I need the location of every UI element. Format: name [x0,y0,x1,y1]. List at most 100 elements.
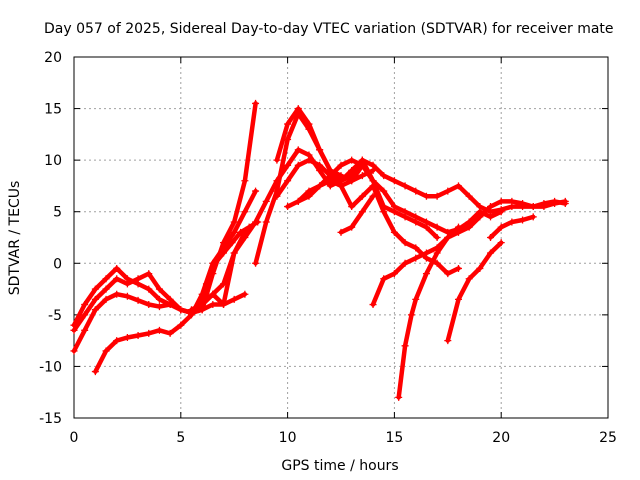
data-point [412,254,420,262]
series-4 [91,187,260,376]
data-point [497,206,505,214]
data-point [252,187,260,195]
series-trace [93,188,258,374]
data-point [487,203,495,211]
data-point [228,239,236,247]
data-point [81,301,89,309]
data-point [241,177,249,185]
chart-title: Day 057 of 2025, Sidereal Day-to-day VTE… [44,21,614,37]
data-point [337,182,345,190]
data-point [177,321,185,329]
data-marks [70,99,569,401]
data-point [326,177,334,185]
data-point [508,197,516,205]
data-point [476,264,484,272]
data-point [358,192,366,200]
data-point [422,192,430,200]
data-point [70,347,78,355]
data-point [390,177,398,185]
data-point [273,156,281,164]
data-point [497,239,505,247]
y-tick-label: 5 [53,205,62,221]
data-point [284,203,292,211]
data-point [369,182,377,190]
data-point [305,187,313,195]
data-point [220,301,228,309]
y-tick-label: -10 [39,359,62,375]
series-13 [369,197,569,309]
data-point [230,228,238,236]
data-point [390,270,398,278]
data-point [134,296,142,304]
data-point [380,187,388,195]
y-tick-label: -15 [39,411,62,427]
data-point [241,234,249,241]
series-trace [338,193,376,235]
data-point [91,285,99,293]
series-trace [71,101,258,333]
data-point [237,228,245,236]
x-tick-label: 25 [599,430,617,446]
y-tick-label: 20 [44,50,62,66]
data-point [444,187,452,195]
data-point [284,120,292,128]
data-point [166,329,174,337]
data-point [202,280,210,288]
data-point [465,275,473,283]
data-point [358,161,366,169]
data-point [230,295,238,303]
data-point [380,172,388,180]
data-point [294,146,302,154]
data-point [123,292,131,300]
data-point [134,331,142,339]
data-point [337,172,345,180]
x-tick-label: 20 [492,430,510,446]
data-point [348,203,356,211]
data-point [454,223,462,231]
data-point [294,105,302,113]
series-14 [395,223,462,401]
data-point [401,259,409,267]
data-point [369,166,377,174]
plot-frame [73,56,609,419]
y-tick-label: 0 [53,256,62,272]
data-point [358,208,366,216]
series-trace [195,219,260,312]
data-point [262,218,270,226]
data-point [395,393,403,401]
data-point [497,197,505,205]
data-point [102,285,110,293]
data-point [454,295,462,303]
data-point [145,301,153,309]
data-point [444,234,452,241]
data-point [245,223,253,231]
series-trace [274,106,440,240]
series-12 [337,192,377,236]
data-point [407,311,415,319]
series-trace [274,157,461,276]
data-point [123,334,131,342]
data-point [476,213,484,221]
data-point [284,177,292,185]
data-point [241,208,249,216]
data-point [187,306,195,314]
data-point [444,337,452,345]
data-point [155,295,163,303]
data-point [145,329,153,337]
data-point [113,264,121,272]
data-point [348,223,356,231]
data-point [194,306,202,314]
y-tick-label: 15 [44,102,62,118]
data-point [337,161,345,169]
data-point [316,161,324,169]
axis-ticks: 0 5 10 15 20 25 -15 -10 -5 0 5 10 15 20 [39,50,617,446]
data-point [412,187,420,195]
data-point [519,216,527,224]
data-point [102,347,110,355]
data-point [337,228,345,236]
data-point [433,249,441,257]
data-point [209,301,217,309]
data-point [487,234,495,241]
data-point [294,161,302,169]
